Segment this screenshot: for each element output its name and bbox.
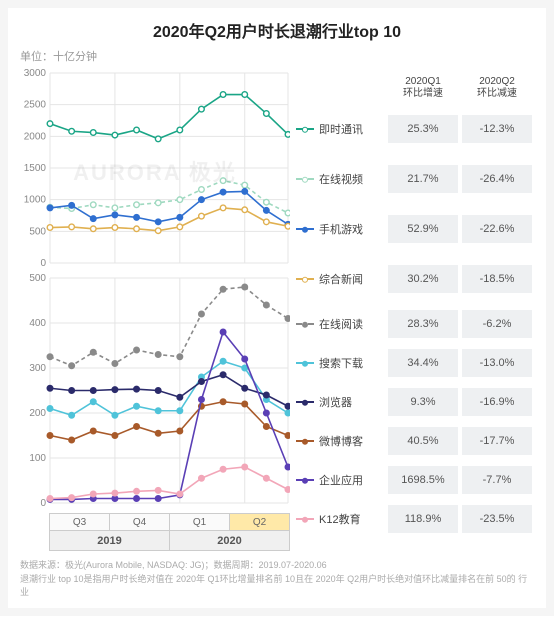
quarter-cell: Q4 xyxy=(109,513,170,531)
series-row-news: 综合新闻 30.2%-18.5% xyxy=(296,254,534,304)
series-row-video: 在线视频 21.7%-26.4% xyxy=(296,154,534,204)
series-row-k12: K12教育 118.9%-23.5% xyxy=(296,500,534,539)
chart-container: 2020年Q2用户时长退潮行业top 10 单位：十亿分钟 AURORA 极光 … xyxy=(0,0,554,616)
legend-im: 即时通讯 xyxy=(296,121,386,137)
header-q1-l1: 2020Q1 xyxy=(405,76,441,87)
svg-text:1500: 1500 xyxy=(24,163,47,174)
q1-value: 118.9% xyxy=(388,505,458,533)
series-name: 手机游戏 xyxy=(319,221,363,237)
series-name: 搜索下载 xyxy=(319,355,363,371)
q2-value: -13.0% xyxy=(462,349,532,377)
q2-value: -6.2% xyxy=(462,310,532,338)
legend-browser: 浏览器 xyxy=(296,394,386,410)
content-row: AURORA 极光 050010001500200025003000 01002… xyxy=(20,68,534,551)
q2-value: -17.7% xyxy=(462,427,532,455)
series-name: 即时通讯 xyxy=(319,121,363,137)
chart-title: 2020年Q2用户时长退潮行业top 10 xyxy=(20,18,534,42)
series-name: K12教育 xyxy=(319,511,361,527)
svg-text:3000: 3000 xyxy=(24,68,47,79)
q2-value: -18.5% xyxy=(462,265,532,293)
svg-text:0: 0 xyxy=(40,258,46,268)
legend-read: 在线阅读 xyxy=(296,316,386,332)
header-q1-l2: 环比增速 xyxy=(403,88,443,99)
q2-value: -12.3% xyxy=(462,115,532,143)
chart-top: AURORA 极光 050010001500200025003000 xyxy=(20,68,290,273)
header-q2-l1: 2020Q2 xyxy=(479,76,515,87)
svg-text:200: 200 xyxy=(29,408,46,419)
q1-value: 28.3% xyxy=(388,310,458,338)
q1-value: 34.4% xyxy=(388,349,458,377)
svg-text:400: 400 xyxy=(29,318,46,329)
series-name: 综合新闻 xyxy=(319,271,363,287)
svg-text:100: 100 xyxy=(29,453,46,464)
series-name: 浏览器 xyxy=(319,394,352,410)
svg-text:2500: 2500 xyxy=(24,100,47,111)
svg-text:1000: 1000 xyxy=(24,195,47,206)
series-row-read: 在线阅读 28.3%-6.2% xyxy=(296,304,534,343)
q2-value: -7.7% xyxy=(462,466,532,494)
svg-text:500: 500 xyxy=(29,226,46,237)
q2-value: -16.9% xyxy=(462,388,532,416)
legend-search: 搜索下载 xyxy=(296,355,386,371)
svg-text:0: 0 xyxy=(40,498,46,508)
series-rows: 即时通讯25.3%-12.3%在线视频21.7%-26.4%手机游戏52.9%-… xyxy=(296,104,534,539)
series-row-weibo: 微博博客 40.5%-17.7% xyxy=(296,421,534,460)
svg-text:500: 500 xyxy=(29,273,46,284)
q1-value: 52.9% xyxy=(388,215,458,243)
series-name: 微博博客 xyxy=(319,433,363,449)
quarter-row: Q3Q4Q1Q2 xyxy=(50,513,290,531)
svg-text:300: 300 xyxy=(29,363,46,374)
series-name: 企业应用 xyxy=(319,472,363,488)
year-row: 20192020 xyxy=(50,531,290,551)
q2-value: -26.4% xyxy=(462,165,532,193)
header-q1: 2020Q1 环比增速 xyxy=(386,76,460,100)
chart-bottom: 0 100 200 300 400 500 xyxy=(20,273,290,513)
chart-top-svg: 0 500 1000 1500 2000 2500 3000 xyxy=(20,68,290,268)
chart-bottom-svg: 0 100 200 300 400 500 xyxy=(20,273,290,508)
legend-video: 在线视频 xyxy=(296,171,386,187)
series-row-im: 即时通讯 25.3%-12.3% xyxy=(296,104,534,154)
year-cell: 2019 xyxy=(49,530,170,551)
q1-value: 40.5% xyxy=(388,427,458,455)
q1-value: 25.3% xyxy=(388,115,458,143)
legend-weibo: 微博博客 xyxy=(296,433,386,449)
quarter-cell: Q1 xyxy=(169,513,230,531)
legend-enterprise: 企业应用 xyxy=(296,472,386,488)
chart-card: 2020年Q2用户时长退潮行业top 10 单位：十亿分钟 AURORA 极光 … xyxy=(8,8,546,608)
quarter-cell: Q2 xyxy=(229,513,290,531)
footer-notes: 数据来源：极光(Aurora Mobile, NASDAQ: JG)；数据周期：… xyxy=(20,559,534,600)
unit-label: 单位：十亿分钟 xyxy=(20,48,534,64)
q1-value: 21.7% xyxy=(388,165,458,193)
q1-value: 30.2% xyxy=(388,265,458,293)
series-row-game: 手机游戏 52.9%-22.6% xyxy=(296,204,534,254)
footer-line2: 退潮行业 top 10是指用户时长绝对值在 2020年 Q1环比增量排名前 10… xyxy=(20,573,534,600)
header-q2-l2: 环比减速 xyxy=(477,88,517,99)
quarter-cell: Q3 xyxy=(49,513,110,531)
q2-value: -23.5% xyxy=(462,505,532,533)
legend-news: 综合新闻 xyxy=(296,271,386,287)
x-axis-band: Q3Q4Q1Q2 20192020 xyxy=(50,513,290,551)
series-name: 在线阅读 xyxy=(319,316,363,332)
q2-value: -22.6% xyxy=(462,215,532,243)
svg-text:2000: 2000 xyxy=(24,131,47,142)
table-header-row: 2020Q1 环比增速 2020Q2 环比减速 xyxy=(296,68,534,100)
q1-value: 1698.5% xyxy=(388,466,458,494)
series-row-browser: 浏览器 9.3%-16.9% xyxy=(296,382,534,421)
footer-line1: 数据来源：极光(Aurora Mobile, NASDAQ: JG)；数据周期：… xyxy=(20,559,534,573)
header-q2: 2020Q2 环比减速 xyxy=(460,76,534,100)
q1-value: 9.3% xyxy=(388,388,458,416)
legend-game: 手机游戏 xyxy=(296,221,386,237)
charts-column: AURORA 极光 050010001500200025003000 01002… xyxy=(20,68,290,551)
year-cell: 2020 xyxy=(169,530,290,551)
series-row-enterprise: 企业应用 1698.5%-7.7% xyxy=(296,461,534,500)
legend-table-column: 2020Q1 环比增速 2020Q2 环比减速 即时通讯 25.3%-12.3% 在… xyxy=(296,68,534,551)
series-row-search: 搜索下载 34.4%-13.0% xyxy=(296,343,534,382)
series-name: 在线视频 xyxy=(319,171,363,187)
legend-k12: K12教育 xyxy=(296,511,386,527)
